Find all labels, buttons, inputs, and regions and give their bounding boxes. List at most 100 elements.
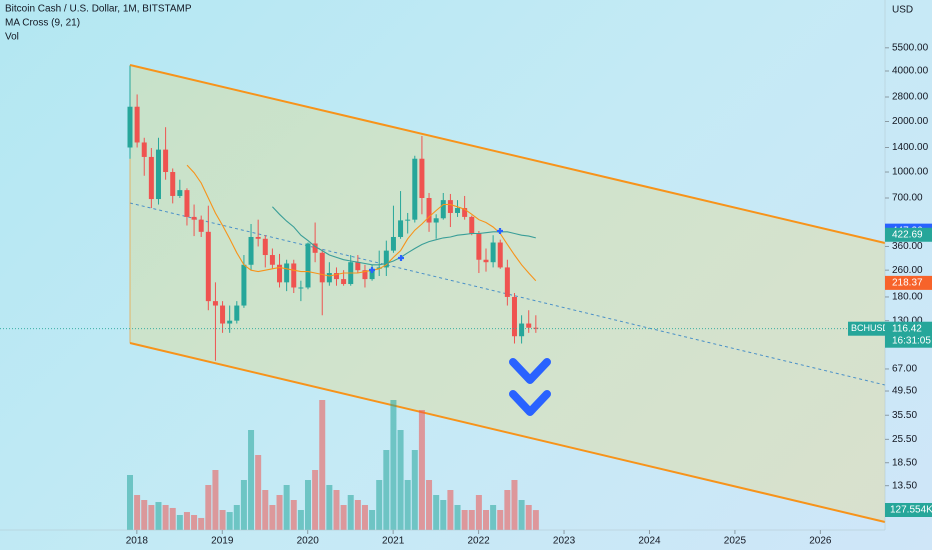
countdown: 16:31:05 [892, 335, 931, 346]
price-label-box [885, 275, 932, 290]
x-tick-label: 2023 [553, 536, 576, 547]
candle-body [291, 263, 297, 288]
volume-bar [340, 505, 347, 530]
y-tick-label: 260.00 [892, 265, 923, 276]
y-tick-label: 5500.00 [892, 42, 929, 53]
y-tick-label: 18.50 [892, 457, 917, 468]
candle-body [312, 243, 318, 253]
candle-body [241, 264, 247, 306]
volume-bar [312, 470, 319, 530]
candle-body [440, 200, 446, 219]
price-label: 218.37 [892, 278, 923, 289]
candle-body [433, 218, 439, 223]
symbol-box [848, 321, 885, 336]
volume-bar [297, 510, 304, 530]
volume-bar [183, 512, 190, 530]
volume-bar [525, 505, 532, 530]
candle-body [141, 142, 147, 157]
volume-bar [504, 490, 511, 530]
volume-bar [191, 515, 198, 530]
volume-bar [319, 400, 326, 530]
volume-bar [276, 495, 283, 530]
y-tick-label: 67.00 [892, 364, 917, 375]
y-tick-label: 35.50 [892, 410, 917, 421]
candle-body [220, 305, 226, 324]
candle-body [490, 242, 496, 263]
channel-top [129, 64, 886, 244]
price-label-box [885, 227, 932, 242]
volume-bar [198, 517, 205, 530]
y-tick-label: 13.50 [892, 480, 917, 491]
volume-bar [169, 507, 176, 530]
volume-bar [447, 490, 454, 530]
candle-body [277, 264, 283, 283]
volume-bar [483, 510, 489, 530]
candle-body [319, 252, 325, 283]
volume-bar [326, 485, 333, 530]
candle-body [469, 216, 475, 234]
candle-body [533, 327, 539, 329]
candle-body [234, 305, 240, 321]
volume-bar [369, 510, 376, 530]
x-tick-label: 2024 [638, 536, 661, 547]
volume-bar [219, 510, 226, 530]
candle-body [269, 255, 275, 265]
x-tick-label: 2021 [382, 536, 405, 547]
candle-body [198, 219, 204, 232]
volume-bar [176, 515, 183, 530]
candle-body [369, 268, 375, 280]
candle-body [383, 250, 389, 268]
cross-markers [369, 228, 503, 273]
y-tick-label: 360.00 [892, 241, 923, 252]
y-tick-label: 49.50 [892, 386, 917, 397]
candle-body [170, 172, 176, 196]
volume-bar [490, 505, 497, 530]
channel-bottom [129, 342, 886, 523]
volume-bar [497, 510, 504, 530]
candle-body [134, 106, 140, 143]
volume-bar [426, 480, 433, 530]
volume-bar [226, 512, 233, 530]
volume-bar [397, 430, 404, 530]
candle-body [148, 156, 154, 200]
candle-body [262, 238, 268, 256]
candle-body [355, 262, 361, 271]
candle-body [497, 242, 503, 268]
candle-body [184, 190, 190, 217]
volume-bar [433, 495, 440, 530]
candle-body [212, 301, 218, 306]
currency: USD [892, 5, 913, 16]
title: Bitcoin Cash / U.S. Dollar, 1M, BITSTAMP [5, 4, 192, 15]
candle-body [191, 216, 197, 220]
candle-body [177, 190, 183, 196]
candle-body [127, 106, 133, 148]
candle-body [227, 320, 233, 324]
y-tick-label: 4000.00 [892, 66, 929, 77]
volume-bar [262, 490, 269, 530]
last-price-label: 116.42 [892, 323, 922, 334]
volume-bar [468, 510, 475, 530]
candle-body [504, 267, 510, 297]
x-tick-label: 2020 [297, 536, 320, 547]
candle-body [298, 287, 304, 289]
volume-bar [354, 500, 361, 530]
last-price-box [885, 321, 932, 348]
volume-bar [376, 480, 383, 530]
volume-bar [440, 500, 447, 530]
volume-bar [454, 505, 461, 530]
price-label: 422.69 [892, 229, 923, 240]
candle-body [426, 198, 432, 223]
x-tick-label: 2026 [809, 536, 832, 547]
x-tick-label: 2022 [467, 536, 490, 547]
y-tick-label: 25.50 [892, 434, 917, 445]
candle-body [333, 273, 339, 280]
volume-bar [255, 455, 262, 530]
candle-body [526, 323, 532, 328]
candle-body [305, 243, 311, 288]
volume-bar [305, 480, 311, 530]
candle-body [476, 233, 482, 260]
y-tick-label: 130.00 [892, 315, 923, 326]
x-tick-label: 2019 [211, 536, 234, 547]
price-layer [127, 65, 539, 361]
volume-bar [518, 500, 525, 530]
